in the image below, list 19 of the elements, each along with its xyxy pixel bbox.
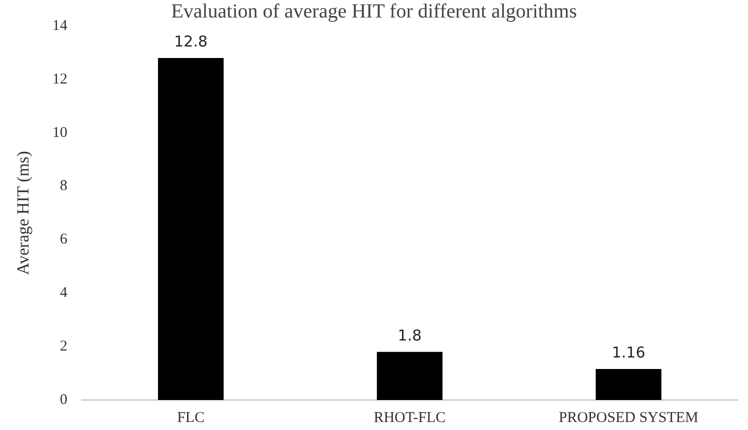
y-tick-label: 8 <box>60 178 68 194</box>
x-tick-label: FLC <box>177 410 205 426</box>
x-tick-label: RHOT-FLC <box>374 410 446 426</box>
y-axis-title: Average HIT (ms) <box>14 151 33 275</box>
y-tick-label: 12 <box>52 71 68 88</box>
data-label: 1.16 <box>612 343 646 362</box>
y-tick-label: 2 <box>60 338 68 355</box>
data-label: 1.8 <box>398 326 422 344</box>
y-tick-label: 0 <box>60 392 68 408</box>
y-tick-label: 14 <box>52 18 68 34</box>
y-tick-label: 10 <box>52 124 68 141</box>
data-label: 12.8 <box>174 32 208 50</box>
bar <box>596 369 662 400</box>
bar <box>158 58 224 400</box>
y-tick-label: 6 <box>60 232 68 248</box>
y-tick-label: 4 <box>60 285 68 302</box>
bar <box>376 352 443 400</box>
x-tick-label: PROPOSED SYSTEM <box>558 410 698 426</box>
chart-title: Evaluation of average HIT for different algorithms <box>171 0 578 22</box>
